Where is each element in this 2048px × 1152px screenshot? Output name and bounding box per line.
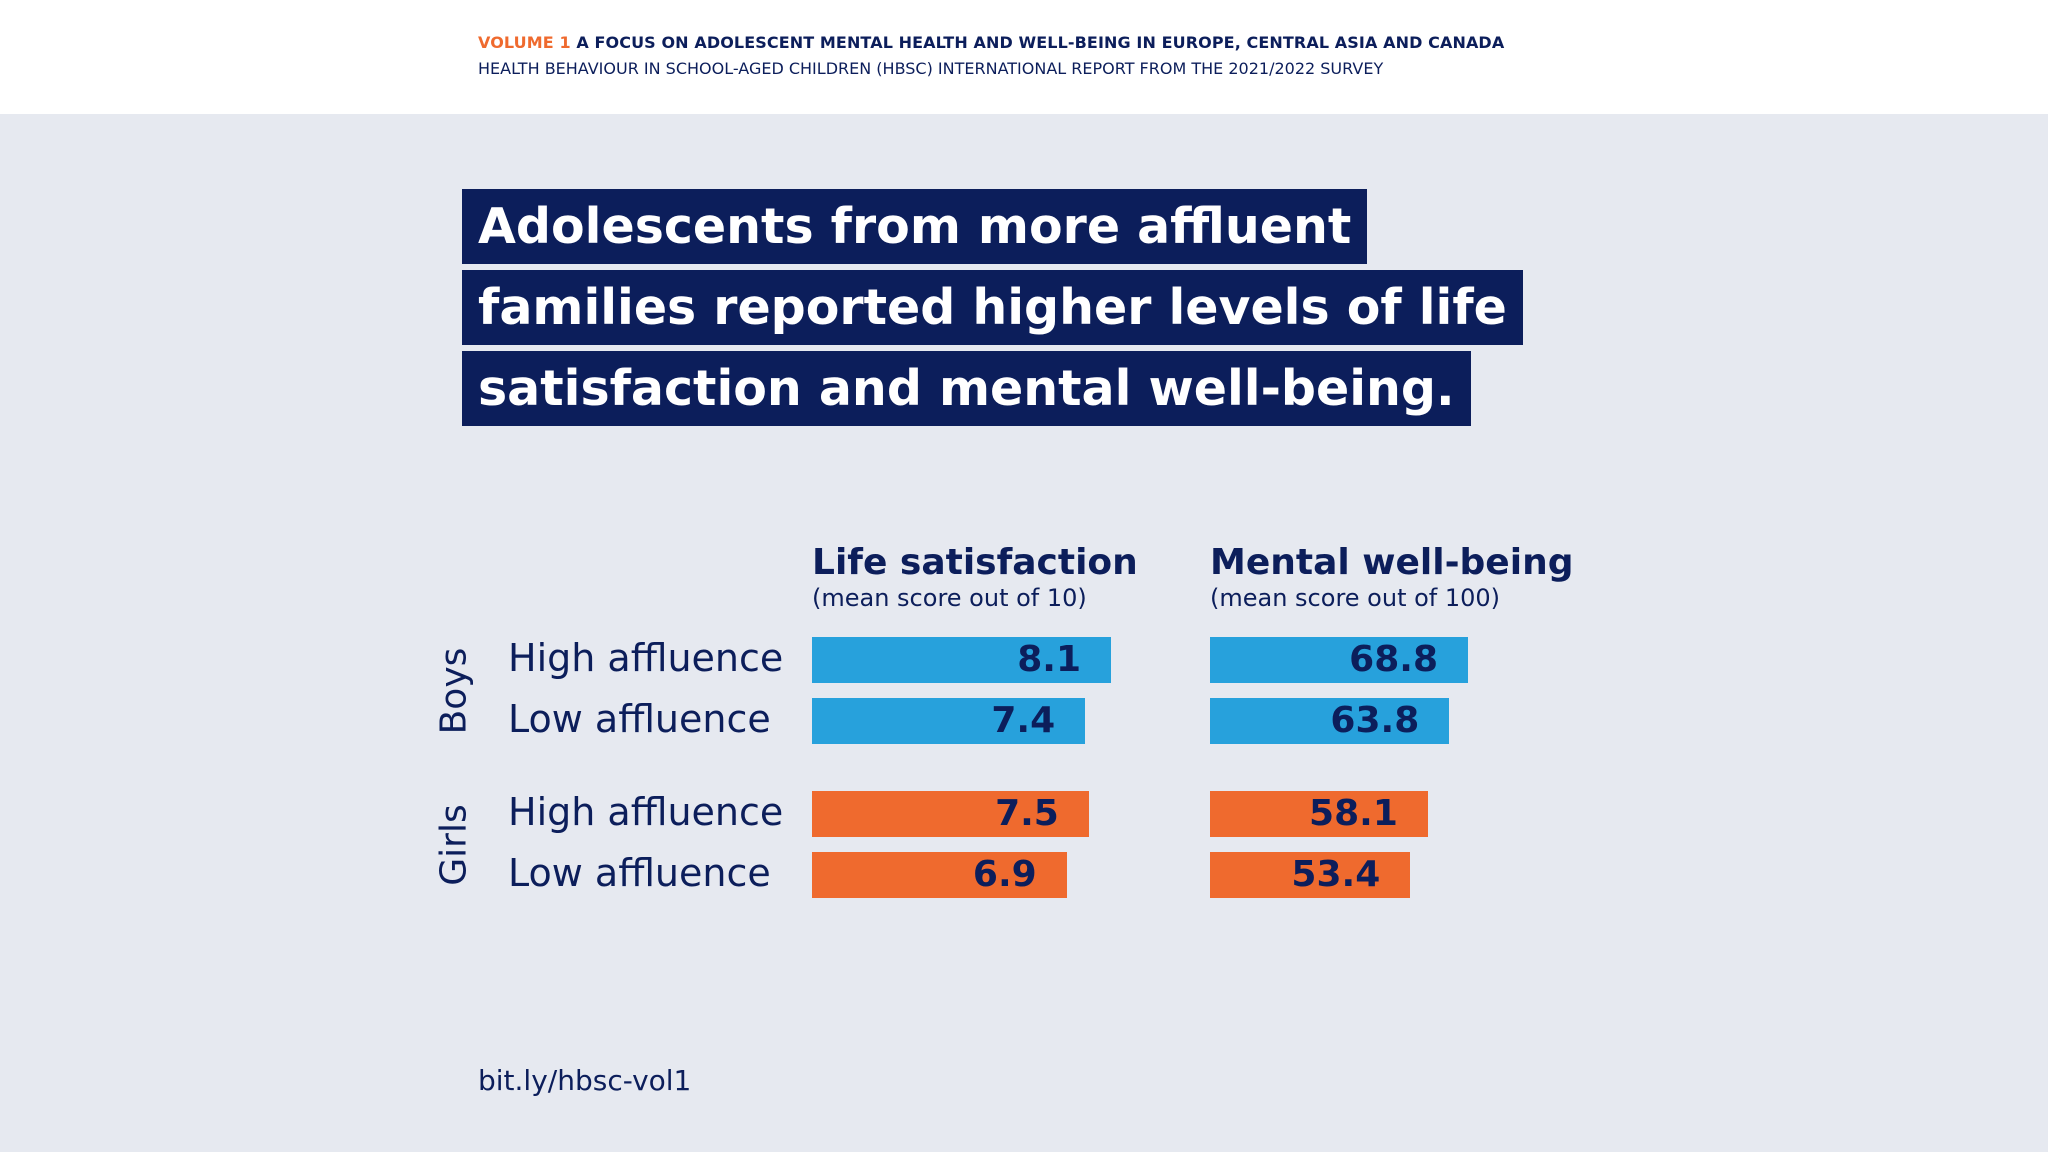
row-label-girls-low-affluence: Low affluence [508, 851, 771, 895]
life-satisfaction-value-label: 7.4 [991, 700, 1056, 741]
mental-well-being-bar-boys-low: 63.8 [1210, 698, 1450, 744]
headline-line-3: satisfaction and mental well-being. [462, 351, 1471, 426]
report-subtitle: HEALTH BEHAVIOUR IN SCHOOL-AGED CHILDREN… [478, 59, 1384, 78]
mental-well-being-bar-girls-low: 53.4 [1210, 852, 1411, 898]
row-label-boys-high-affluence: High affluence [508, 636, 784, 680]
life-satisfaction-title: Life satisfaction [812, 542, 1138, 583]
life-satisfaction-subtitle: (mean score out of 10) [812, 584, 1087, 612]
mental-well-being-bar-boys-high: 68.8 [1210, 637, 1468, 683]
mental-well-being-value-label: 53.4 [1291, 854, 1381, 895]
life-satisfaction-bar-boys-low: 7.4 [812, 698, 1086, 744]
mental-well-being-bar-girls-high: 58.1 [1210, 791, 1428, 837]
life-satisfaction-value-label: 6.9 [972, 854, 1037, 895]
headline: Adolescents from more affluent families … [462, 186, 1562, 429]
mental-well-being-subtitle: (mean score out of 100) [1210, 584, 1501, 612]
group-label-boys: Boys [433, 647, 475, 735]
headline-line-2: families reported higher levels of life [462, 270, 1523, 345]
row-label-girls-high-affluence: High affluence [508, 790, 784, 834]
headline-line-1: Adolescents from more affluent [462, 189, 1368, 264]
life-satisfaction-value-label: 7.5 [995, 793, 1059, 834]
volume-label: VOLUME 1 [478, 33, 571, 52]
life-satisfaction-bar-boys-high: 8.1 [812, 637, 1111, 683]
mental-well-being-value-label: 58.1 [1309, 793, 1398, 834]
life-satisfaction-bar-girls-high: 7.5 [812, 791, 1089, 837]
life-satisfaction-bar-girls-low: 6.9 [812, 852, 1067, 898]
report-title: VOLUME 1 A FOCUS ON ADOLESCENT MENTAL HE… [478, 33, 1504, 52]
life-satisfaction-value-label: 8.1 [1017, 639, 1081, 680]
footer-link[interactable]: bit.ly/hbsc-vol1 [478, 1064, 692, 1097]
report-header-band: VOLUME 1 A FOCUS ON ADOLESCENT MENTAL HE… [0, 0, 2048, 114]
mental-well-being-value-label: 68.8 [1349, 639, 1438, 680]
row-label-boys-low-affluence: Low affluence [508, 697, 771, 741]
report-title-text: A FOCUS ON ADOLESCENT MENTAL HEALTH AND … [576, 33, 1505, 52]
group-label-girls: Girls [433, 804, 475, 886]
mental-well-being-value-label: 63.8 [1330, 700, 1420, 741]
mental-well-being-title: Mental well-being [1210, 542, 1574, 583]
